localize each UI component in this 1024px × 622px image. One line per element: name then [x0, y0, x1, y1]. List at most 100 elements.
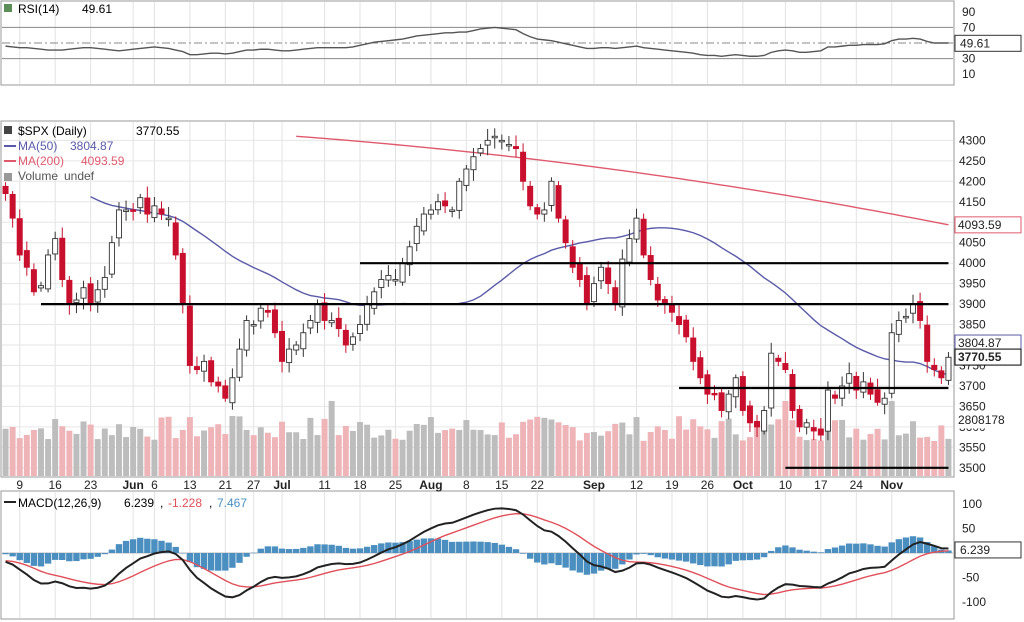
- macd-histogram-bar: [945, 550, 952, 553]
- candle-body: [917, 301, 924, 321]
- x-tick-label: 10: [779, 478, 793, 492]
- macd-histogram-bar: [569, 553, 576, 571]
- candle-body: [307, 320, 314, 329]
- volume-bar: [16, 438, 23, 476]
- volume-bar: [860, 439, 867, 476]
- price-panel: [0, 120, 955, 478]
- macd-histogram-bar: [285, 549, 293, 553]
- volume-bar: [562, 424, 569, 476]
- macd-histogram-bar: [363, 546, 371, 553]
- macd-histogram-bar: [66, 553, 73, 562]
- candle-body: [328, 320, 335, 324]
- macd-signal-legend-value: -1.228: [168, 496, 202, 510]
- macd-histogram-bar: [271, 546, 279, 553]
- macd-histogram-bar: [860, 543, 867, 553]
- candle-body: [215, 381, 222, 387]
- x-tick-label: Nov: [880, 478, 903, 492]
- macd-histogram-bar: [590, 553, 598, 574]
- macd-histogram-bar: [73, 553, 80, 562]
- macd-histogram-bar: [923, 542, 931, 553]
- macd-histogram-bar: [101, 553, 108, 555]
- volume-bar: [449, 428, 456, 476]
- volume-bar: [761, 423, 768, 476]
- candle-body: [924, 324, 931, 362]
- candle-body: [598, 266, 605, 282]
- volume-bar: [598, 435, 605, 476]
- volume-bar: [513, 434, 519, 476]
- price-tick-label: 4000: [959, 256, 986, 270]
- candle-body: [293, 344, 300, 351]
- candle-body: [470, 156, 477, 171]
- macd-histogram-bar: [314, 544, 321, 553]
- candle-body: [541, 209, 548, 215]
- macd-legend-sep: ,: [209, 496, 212, 510]
- volume-bar: [647, 432, 654, 476]
- candle-body: [725, 393, 732, 413]
- x-tick-label: 13: [183, 478, 197, 492]
- candle-body: [775, 357, 782, 362]
- macd-histogram-bar: [328, 544, 335, 553]
- candle-body: [853, 375, 860, 391]
- candle-body: [534, 207, 541, 215]
- candle-body: [236, 348, 243, 378]
- volume-bar: [229, 416, 236, 476]
- volume-bar: [626, 434, 633, 476]
- macd-histogram-bar: [207, 553, 215, 571]
- volume-bar: [257, 427, 264, 476]
- macd-histogram-bar: [441, 539, 449, 553]
- macd-tick-label: -100: [962, 595, 986, 609]
- volume-bar: [867, 434, 874, 476]
- candle-body: [87, 283, 94, 305]
- rsi-legend-value: 49.61: [82, 2, 112, 16]
- macd-histogram-bar: [512, 549, 520, 553]
- price-tick-label: 4150: [959, 195, 986, 209]
- volume-bar: [349, 430, 356, 476]
- price-legend-icon: [4, 126, 12, 134]
- macd-histogram-bar: [264, 546, 272, 553]
- rsi-legend-label: RSI(14): [18, 2, 59, 16]
- volume-bar: [732, 434, 739, 476]
- volume-legend-swatch: [4, 173, 12, 181]
- macd-histogram-bar: [526, 553, 534, 559]
- price-tick-label: 3950: [959, 277, 986, 291]
- macd-histogram-bar: [427, 538, 435, 553]
- volume-bar: [406, 430, 413, 476]
- macd-histogram-bar: [406, 541, 413, 553]
- candle-body: [739, 376, 746, 411]
- volume-bar: [307, 417, 314, 476]
- macd-histogram-bar: [541, 553, 548, 565]
- macd-histogram-bar: [448, 541, 456, 553]
- candle-body: [151, 205, 158, 219]
- candle-body: [201, 360, 208, 372]
- macd-histogram-bar: [300, 547, 307, 553]
- price-tick-label: 3700: [959, 379, 986, 393]
- candle-body: [321, 302, 328, 321]
- volume-bar: [23, 434, 30, 476]
- volume-bar: [534, 416, 541, 476]
- macd-histogram-bar: [718, 553, 725, 567]
- ma50-line: [90, 196, 949, 376]
- volume-bar: [420, 424, 427, 476]
- volume-bar: [463, 420, 470, 476]
- volume-bar: [38, 428, 44, 476]
- volume-bar: [328, 401, 335, 476]
- candle-body: [371, 291, 378, 309]
- macd-histogram-bar: [293, 548, 300, 553]
- macd-histogram-bar: [371, 545, 378, 553]
- volume-bar: [505, 437, 512, 476]
- macd-histogram-bar: [768, 550, 775, 553]
- candle-body: [839, 385, 846, 399]
- macd-histogram-bar: [59, 553, 66, 560]
- candle-body: [286, 348, 293, 364]
- macd-histogram-bar: [534, 553, 541, 563]
- candle-body: [626, 238, 633, 263]
- volume-bar: [881, 439, 888, 476]
- macd-histogram-bar: [895, 539, 903, 553]
- macd-histogram-bar: [853, 543, 860, 553]
- macd-histogram-bar: [753, 553, 761, 560]
- volume-bar: [342, 425, 349, 476]
- macd-histogram-bar: [16, 553, 23, 561]
- macd-histogram-bar: [576, 553, 583, 573]
- volume-bar: [839, 419, 846, 476]
- x-tick-label: 21: [219, 478, 233, 492]
